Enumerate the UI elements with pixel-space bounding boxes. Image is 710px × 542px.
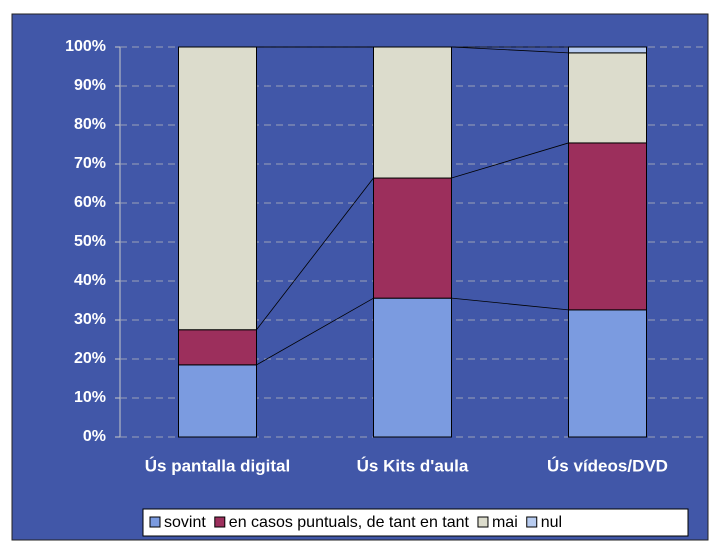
y-tick-label: 50% <box>74 233 106 250</box>
legend-label: mai <box>492 514 518 531</box>
bar-segment <box>178 46 257 331</box>
legend-swatch <box>214 516 226 528</box>
series-line <box>451 46 569 54</box>
y-tick-label: 60% <box>74 194 106 211</box>
y-tick-label: 70% <box>74 155 106 172</box>
y-tick-label: 100% <box>65 38 106 55</box>
y-tick-label: 10% <box>74 389 106 406</box>
series-line <box>256 177 374 330</box>
bar-segment <box>373 297 452 438</box>
y-tick-label: 40% <box>74 272 106 289</box>
bar-segment <box>178 329 257 366</box>
bar-segment <box>568 52 647 144</box>
bar-segment <box>178 364 257 438</box>
legend-swatch <box>149 516 161 528</box>
legend: sovint en casos puntuals, de tant en tant… <box>142 508 689 537</box>
y-tick-label: 0% <box>83 428 106 445</box>
x-tick-label: Ús vídeos/DVD <box>547 456 668 475</box>
legend-swatch <box>477 516 489 528</box>
y-tick-label: 90% <box>74 77 106 94</box>
y-tick-label: 20% <box>74 350 106 367</box>
x-tick-label: Ús Kits d'aula <box>357 456 469 475</box>
legend-box <box>142 508 689 537</box>
series-line <box>451 297 569 311</box>
legend-label: sovint <box>164 514 206 531</box>
bar-segment <box>568 309 647 438</box>
bar-segment <box>373 46 452 179</box>
legend-label: en casos puntuals, de tant en tant <box>229 514 470 531</box>
bar-segment <box>373 177 452 299</box>
series-line <box>256 297 374 366</box>
y-tick-label: 30% <box>74 311 106 328</box>
y-tick-label: 80% <box>74 116 106 133</box>
bar-segment <box>568 142 647 311</box>
series-line <box>451 142 569 179</box>
legend-label: nul <box>541 514 562 531</box>
bar-segment <box>568 46 647 54</box>
legend-swatch <box>526 516 538 528</box>
x-tick-label: Ús pantalla digital <box>145 456 290 475</box>
